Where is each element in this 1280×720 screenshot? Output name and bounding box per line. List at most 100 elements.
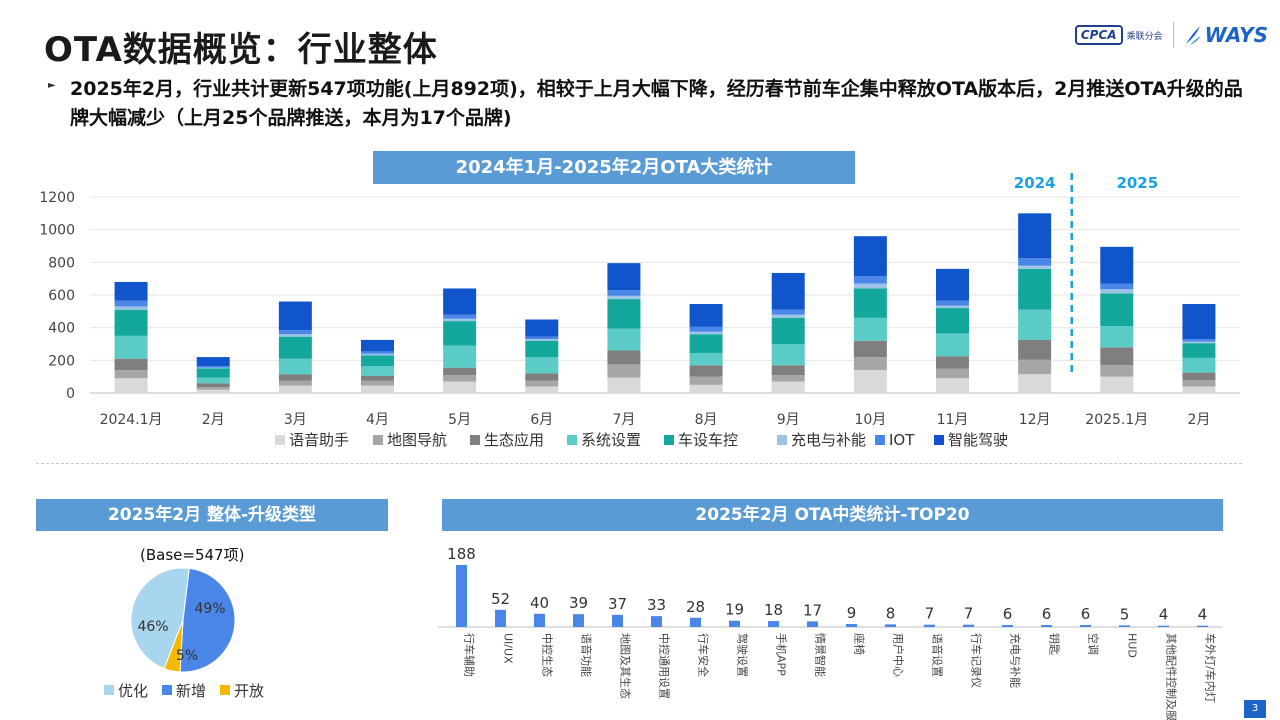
- top20-category-label: 驾驶设置: [736, 633, 750, 677]
- top20-value-label: 7: [925, 605, 935, 623]
- bar-segment: [196, 357, 230, 367]
- pie-chart-subtitle: (Base=547项): [140, 546, 245, 564]
- year-label-2024: 2024: [1014, 174, 1056, 192]
- bar-segment: [1182, 386, 1216, 393]
- bar-segment: [771, 365, 805, 376]
- top20-category-label: 用户中心: [892, 633, 906, 677]
- top20-category-label: 语音设置: [931, 633, 945, 677]
- legend-item: 车设车控: [664, 431, 738, 449]
- pie-legend-swatch: [104, 685, 114, 695]
- year-label-2025: 2025: [1116, 174, 1158, 192]
- top20-bar: [807, 621, 818, 627]
- bar-segment: [114, 300, 148, 307]
- legend-item: IOT: [875, 431, 915, 449]
- stacked-bar-chart: 0 200 400 600 800 1000 1200 2024.1月 2月 3月 4月 5月 6月 7月…: [39, 173, 1240, 449]
- x-tick-label: 4月: [366, 412, 389, 428]
- bar-segment: [196, 383, 230, 388]
- bar-segment: [1182, 372, 1216, 380]
- top20-bar: [729, 620, 740, 627]
- legend-swatch: [470, 435, 480, 445]
- top20-value-label: 18: [764, 601, 783, 619]
- top20-value-label: 17: [803, 601, 822, 619]
- bar-segment: [278, 380, 312, 386]
- bar-segment: [1182, 341, 1216, 344]
- bar-segment: [607, 377, 641, 393]
- bar-segment: [936, 305, 969, 309]
- bar-segment: [1182, 339, 1216, 342]
- bar-segment: [1018, 374, 1052, 393]
- bar-segment: [278, 358, 312, 375]
- bar-segment: [114, 378, 148, 393]
- x-tick-label: 6月: [530, 412, 553, 428]
- pie-legend-swatch: [220, 685, 230, 695]
- bar-segment: [278, 330, 312, 335]
- x-tick-label: 10月: [854, 412, 886, 428]
- bar-segment: [689, 334, 723, 353]
- bar-segment: [771, 381, 805, 393]
- pie-legend-item: 新增: [162, 682, 206, 700]
- bar-segment: [1100, 376, 1134, 393]
- top20-category-label: 空调: [1087, 633, 1101, 655]
- top20-bar: [651, 616, 662, 627]
- top20-category-label: 车外灯/车内灯: [1204, 633, 1218, 703]
- top20-bar: [534, 613, 545, 627]
- top20-category-label: 座椅: [853, 633, 867, 655]
- bar-segment: [278, 374, 312, 381]
- bar-segment: [114, 335, 148, 359]
- bar-segment: [525, 380, 559, 387]
- legend-swatch: [934, 435, 944, 445]
- top20-category-label: HUD: [1126, 633, 1139, 658]
- legend-swatch: [664, 435, 674, 445]
- legend-item: 生态应用: [470, 431, 544, 449]
- x-tick-label: 5月: [448, 412, 471, 428]
- pie-chart: 49% 5% 46% 优化 新增 开放: [104, 567, 264, 700]
- x-tick-label: 2月: [202, 412, 225, 428]
- bar-segment: [689, 384, 723, 393]
- bar-segment: [853, 276, 887, 284]
- legend-item: 语音助手: [275, 431, 349, 449]
- top20-category-label: 中控生态: [541, 633, 555, 677]
- bar-segment: [607, 295, 641, 300]
- top20-value-label: 33: [647, 596, 666, 614]
- page-number: 3: [1244, 700, 1266, 718]
- bar-segment: [278, 336, 312, 359]
- bar-segment: [1100, 283, 1134, 290]
- top20-bar: [1002, 625, 1013, 627]
- cpca-logo: CPCA 乘联分会: [1074, 25, 1163, 45]
- top20-chart-title: 2025年2月 OTA中类统计-TOP20: [442, 499, 1223, 531]
- top20-value-label: 39: [569, 594, 588, 612]
- top20-category-label: 中控通用设置: [658, 633, 672, 699]
- legend-label: 生态应用: [484, 431, 544, 449]
- bar-segment: [114, 358, 148, 371]
- top20-value-label: 5: [1120, 605, 1130, 623]
- bar-segment: [607, 290, 641, 296]
- legend-label: 系统设置: [581, 431, 641, 449]
- pie-slice-label: 46%: [137, 619, 168, 635]
- pie-chart-title: 2025年2月 整体-升级类型: [36, 499, 388, 531]
- bar-segment: [361, 353, 394, 356]
- top20-bar: [612, 614, 623, 627]
- top20-value-label: 9: [847, 604, 857, 622]
- bar-segment: [361, 355, 394, 367]
- bar-segment: [689, 365, 723, 377]
- bar-segment: [443, 314, 477, 319]
- x-tick-label: 7月: [612, 412, 635, 428]
- bar-segment: [607, 299, 641, 329]
- cpca-logo-text: CPCA: [1074, 25, 1123, 45]
- top20-value-label: 37: [608, 595, 627, 613]
- bar-segment: [525, 386, 559, 393]
- pie-slice-label: 49%: [194, 601, 225, 617]
- top20-value-label: 4: [1198, 606, 1208, 624]
- bar-segment: [1100, 347, 1134, 366]
- bar-segment: [936, 333, 969, 357]
- top20-value-label: 28: [686, 598, 705, 616]
- legend-swatch: [567, 435, 577, 445]
- pie-slice-label: 5%: [176, 648, 198, 664]
- bar-segment: [936, 368, 969, 379]
- bar-segment: [853, 236, 887, 277]
- y-tick-label: 200: [48, 353, 75, 369]
- top20-bar: [1158, 625, 1169, 627]
- top20-bar: [846, 624, 857, 627]
- top20-category-label: UI/UX: [502, 633, 515, 664]
- top20-value-label: 40: [530, 594, 549, 612]
